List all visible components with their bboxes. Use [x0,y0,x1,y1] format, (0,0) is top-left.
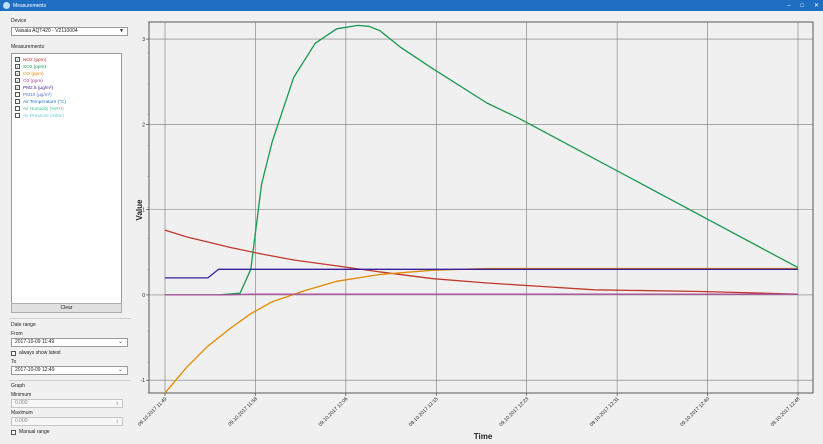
title-bar: Measurements – □ ✕ [0,0,823,11]
maximize-button[interactable]: □ [800,2,804,9]
list-item[interactable]: ✓ PM2.5 (µg/m³) [15,84,53,90]
checkbox[interactable]: ✓ [15,77,20,83]
x-axis-ticks: 09.10.2017 11:49 09.10.2017 11:58 09.10.20… [137,393,802,428]
minimum-input[interactable]: 0.000 ⇕ [11,399,123,408]
minimize-button[interactable]: – [787,2,791,9]
checkbox[interactable]: ✓ [15,56,20,62]
measurement-label-pm10: PM10 (µg/m³) [23,91,52,97]
list-item[interactable]: ✓ NO2 (ppm) [15,56,46,62]
checkbox[interactable] [15,91,20,97]
y-tick-label: 1 [142,208,145,214]
device-label: Device [11,18,27,24]
graph-label: Graph [11,383,25,389]
manual-range-label: Manual range [19,429,50,435]
chevron-down-icon: ⌄ [117,339,123,345]
divider [9,380,131,381]
always-show-latest[interactable]: always show latest [11,350,61,356]
list-item[interactable]: PM10 (µg/m³) [15,91,52,97]
to-date-input[interactable]: 2017-10-09 12:49 ⌄ [11,366,128,375]
checkbox[interactable] [11,429,16,435]
maximum-input[interactable]: 0.000 ⇕ [11,417,123,426]
checkbox[interactable] [11,350,16,356]
checkbox[interactable]: ✓ [15,70,20,76]
close-button[interactable]: ✕ [813,3,819,9]
measurement-label-no2: NO2 (ppm) [23,56,47,62]
x-axis-label: Time [474,432,493,441]
checkbox[interactable]: ✓ [15,84,20,90]
list-item[interactable]: ✓ CO (ppm) [15,70,44,76]
measurements-label: Measurements [11,44,45,50]
spin-arrows-icon[interactable]: ⇕ [115,419,119,424]
list-item[interactable]: ✓ SO2 (ppm) [15,63,46,69]
to-label: To [11,359,17,365]
x-tick-label: 09.10.2017 12:40 [679,396,711,428]
measurement-label-so2: SO2 (ppm) [23,63,46,69]
chart-panel: -1 0 1 2 3 09.10.2017 11:49 09.10.2017 11:58 0… [132,11,823,444]
spin-arrows-icon[interactable]: ⇕ [115,401,119,406]
window-title: Measurements [13,2,47,9]
control-panel: Device Vaisala AQT420 - V2110004 ▼ Measu… [0,11,132,444]
series-line-pm25 [165,268,798,279]
measurement-label-air-pressure: Air Pressure (mbar) [23,112,64,118]
series-lines [164,24,799,394]
from-date-input[interactable]: 2017-10-09 11:49 ⌄ [11,338,128,347]
x-tick-label: 09.10.2017 12:06 [317,396,349,428]
checkbox[interactable] [15,112,20,118]
maximum-label: Maximum [11,410,33,416]
checkbox[interactable] [15,98,20,104]
minimum-value: 0.000 [15,400,28,406]
measurement-label-pm25: PM2.5 (µg/m³) [23,84,54,90]
plot-frame [148,21,814,394]
app-icon [3,2,10,9]
grid-lines [149,22,813,393]
from-label: From [11,331,23,337]
x-tick-label: 09.10.2017 12:48 [770,396,802,428]
x-tick-label: 09.10.2017 11:49 [137,396,169,428]
y-axis-ticks: -1 0 1 2 3 [141,21,149,394]
manual-range[interactable]: Manual range [11,429,50,435]
device-select[interactable]: Vaisala AQT420 - V2110004 ▼ [11,27,128,36]
measurement-label-co: CO (ppm) [23,70,44,76]
to-date-value: 2017-10-09 12:49 [15,367,55,373]
list-item[interactable]: Air Temperature (°C) [15,98,66,104]
measurement-label-air-humidity: Air Humidity (%RH) [23,105,64,111]
y-tick-label: 2 [142,122,145,128]
divider [9,318,131,319]
from-date-value: 2017-10-09 11:49 [15,339,55,345]
y-tick-label: -1 [141,378,146,384]
y-axis-label: Value [135,199,144,220]
measurement-label-air-temperature: Air Temperature (°C) [23,98,66,104]
series-line-so2 [165,24,799,296]
y-tick-label: 0 [142,293,145,299]
clear-button[interactable]: Clear [11,303,122,313]
chevron-down-icon: ⌄ [117,367,123,373]
minimum-label: Minimum [11,392,32,398]
maximum-value: 0.000 [15,418,28,424]
x-tick-label: 09.10.2017 11:58 [227,396,259,428]
checkbox[interactable] [15,105,20,111]
series-line-o3 [165,293,798,296]
x-tick-label: 09.10.2017 12:15 [408,396,440,428]
list-item[interactable]: Air Pressure (mbar) [15,112,64,118]
measurements-list: ✓ NO2 (ppm) ✓ SO2 (ppm) ✓ CO (ppm) ✓ O3 … [11,53,122,304]
date-range-label: Date range [11,322,36,328]
measurement-label-o3: O3 (ppm) [23,77,43,83]
x-tick-label: 09.10.2017 12:23 [498,396,530,428]
device-select-value: Vaisala AQT420 - V2110004 [15,28,78,34]
y-tick-label: 3 [142,37,145,43]
list-item[interactable]: Air Humidity (%RH) [15,105,64,111]
caret-down-icon: ▼ [119,28,124,34]
x-tick-label: 09.10.2017 12:31 [589,396,621,428]
list-item[interactable]: ✓ O3 (ppm) [15,77,43,83]
checkbox[interactable]: ✓ [15,63,20,69]
always-show-latest-label: always show latest [19,350,61,356]
